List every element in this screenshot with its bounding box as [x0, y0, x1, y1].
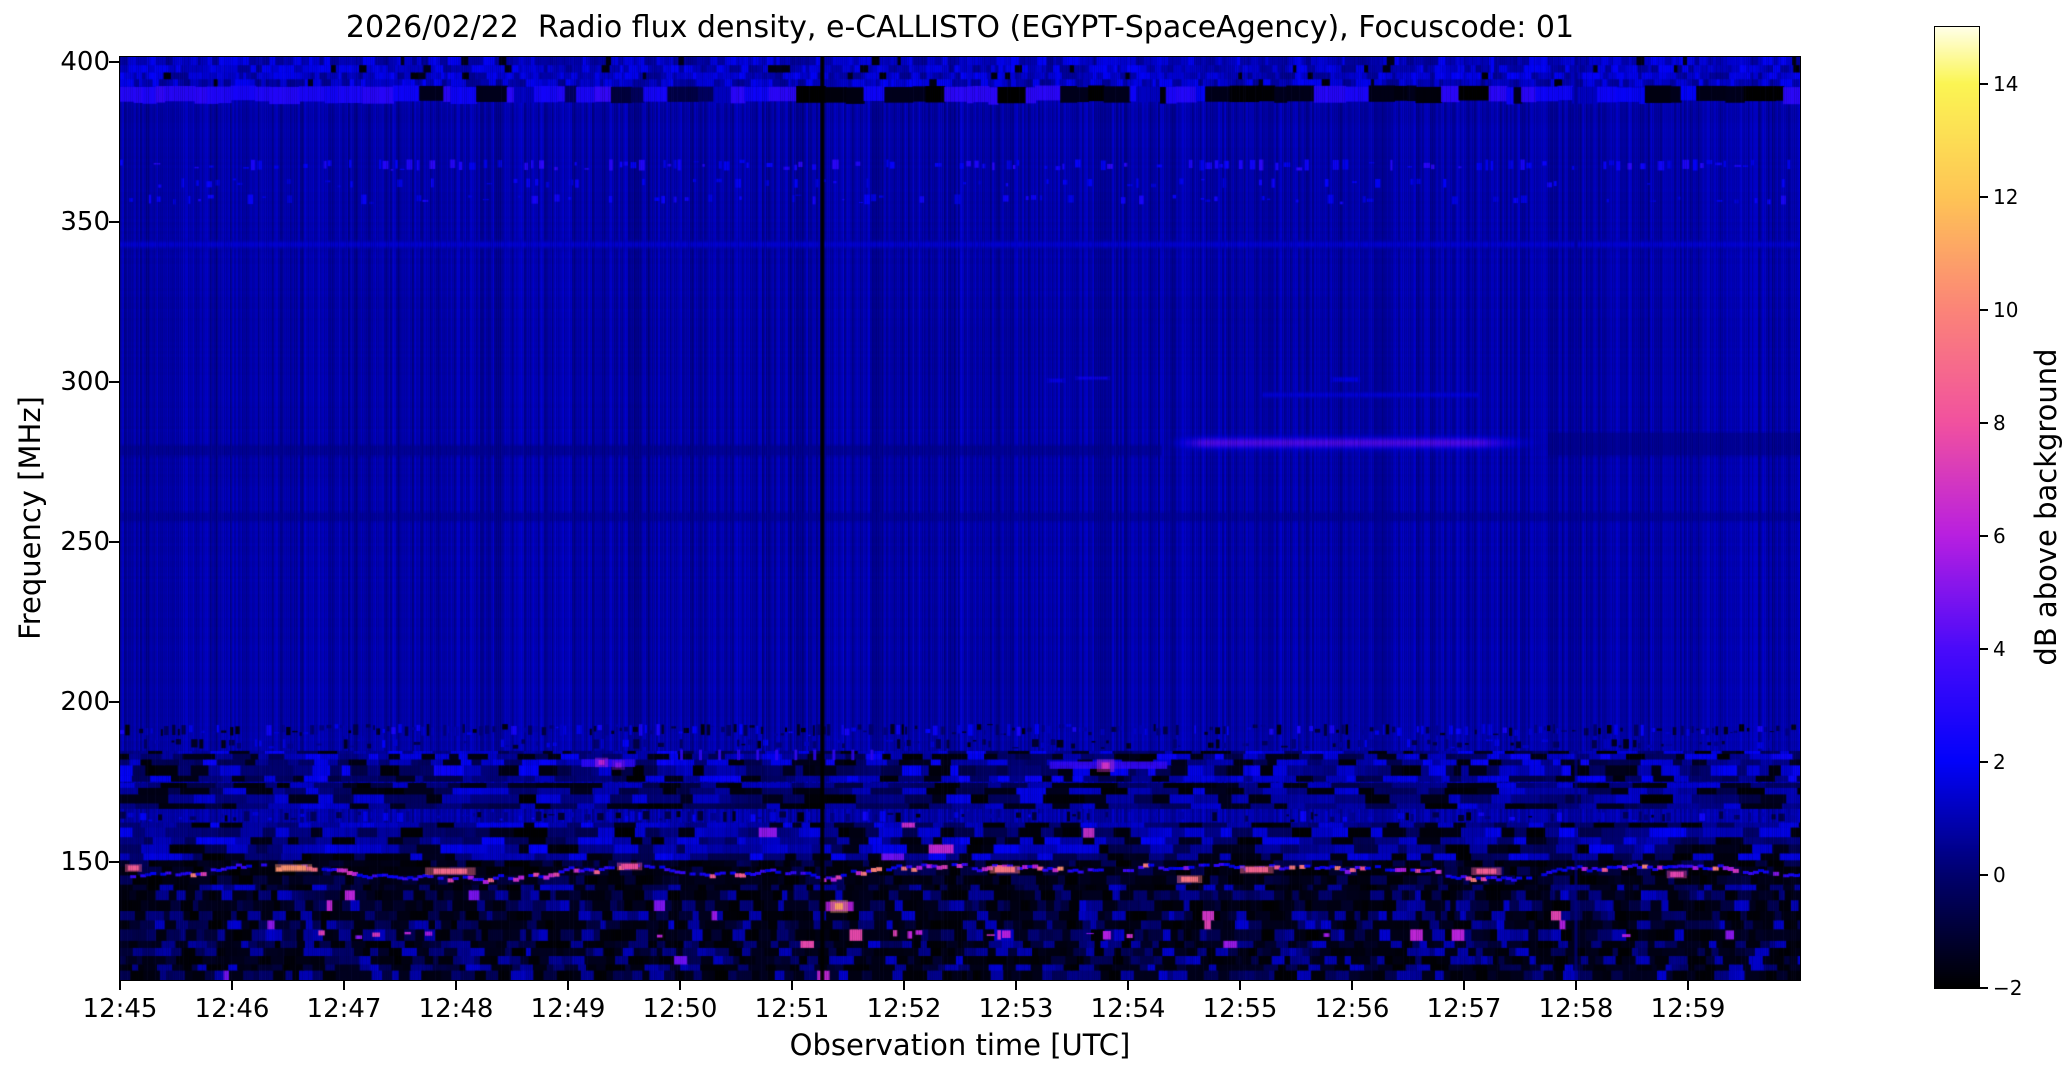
x-axis-tick [1463, 981, 1465, 990]
colorbar-tick [1980, 987, 1988, 989]
y-axis-tick [109, 860, 119, 863]
x-axis-tick [1239, 981, 1241, 990]
y-axis-tick-label: 350 [60, 206, 110, 237]
y-axis-tick [109, 220, 119, 223]
colorbar-tick-label: 0 [1993, 862, 2006, 887]
colorbar-tick-label: −2 [1993, 976, 2023, 1000]
colorbar-tick-label: 2 [1993, 749, 2006, 774]
colorbar-tick-label: 12 [1993, 184, 2019, 209]
colorbar-tick [1980, 534, 1988, 537]
y-axis-title: Frequency [MHz] [13, 396, 47, 640]
y-axis-tick [109, 60, 119, 63]
x-axis-tick [1575, 981, 1577, 990]
colorbar-tick-label: 6 [1993, 523, 2006, 548]
x-axis-tick [1687, 981, 1689, 990]
x-axis-title: Observation time [UTC] [789, 1028, 1131, 1062]
y-axis-tick-label: 250 [60, 526, 110, 557]
colorbar-tick-label: 4 [1993, 636, 2006, 661]
colorbar-tick [1980, 647, 1988, 650]
y-axis-tick [109, 380, 119, 383]
x-axis-tick-label: 12:59 [1650, 994, 1726, 1024]
x-axis-tick [343, 981, 345, 990]
colorbar-title: dB above background [2029, 348, 2063, 666]
colorbar-tick [1980, 760, 1988, 763]
x-axis-tick-label: 12:55 [1202, 994, 1278, 1024]
colorbar [1935, 27, 1979, 988]
x-axis-tick [1127, 981, 1129, 990]
x-axis-tick [791, 981, 793, 990]
x-axis-tick-label: 12:45 [82, 994, 158, 1024]
y-axis-tick-label: 200 [60, 686, 110, 717]
x-axis-tick-label: 12:53 [978, 994, 1054, 1024]
x-axis-tick-label: 12:50 [642, 994, 718, 1024]
x-axis-tick-label: 12:51 [754, 994, 830, 1024]
x-axis-tick [1351, 981, 1353, 990]
x-axis-tick-label: 12:54 [1090, 994, 1166, 1024]
x-axis-tick-label: 12:52 [866, 994, 942, 1024]
y-axis-tick-label: 150 [60, 846, 110, 877]
plot-area [120, 57, 1800, 980]
colorbar-tick [1980, 308, 1988, 311]
x-axis-tick-label: 12:57 [1426, 994, 1502, 1024]
x-axis-tick [455, 981, 457, 990]
x-axis-tick [231, 981, 233, 990]
x-axis-tick [1015, 981, 1017, 990]
x-axis-tick [679, 981, 681, 990]
colorbar-tick-label: 14 [1993, 71, 2019, 96]
x-axis-tick [567, 981, 569, 990]
colorbar-tick [1980, 82, 1988, 85]
x-axis-tick-label: 12:46 [194, 994, 270, 1024]
x-axis-tick-label: 12:47 [306, 994, 382, 1024]
x-axis-tick-label: 12:58 [1538, 994, 1614, 1024]
x-axis-tick-label: 12:48 [418, 994, 494, 1024]
x-axis-tick [119, 981, 121, 990]
colorbar-canvas [1935, 27, 1979, 988]
x-axis-tick-label: 12:56 [1314, 994, 1390, 1024]
y-axis-tick [109, 540, 119, 543]
y-axis-tick [109, 700, 119, 703]
y-axis-tick-label: 400 [60, 46, 110, 77]
colorbar-tick-label: 8 [1993, 410, 2006, 435]
colorbar-tick-label: 10 [1993, 297, 2019, 322]
spectrogram-canvas [120, 57, 1800, 980]
colorbar-tick [1980, 195, 1988, 198]
plot-title: 2026/02/22 Radio flux density, e-CALLIST… [345, 10, 1575, 45]
colorbar-tick [1980, 421, 1988, 424]
colorbar-tick [1980, 873, 1988, 876]
x-axis-tick-label: 12:49 [530, 994, 606, 1024]
x-axis-tick [903, 981, 905, 990]
y-axis-tick-label: 300 [60, 366, 110, 397]
